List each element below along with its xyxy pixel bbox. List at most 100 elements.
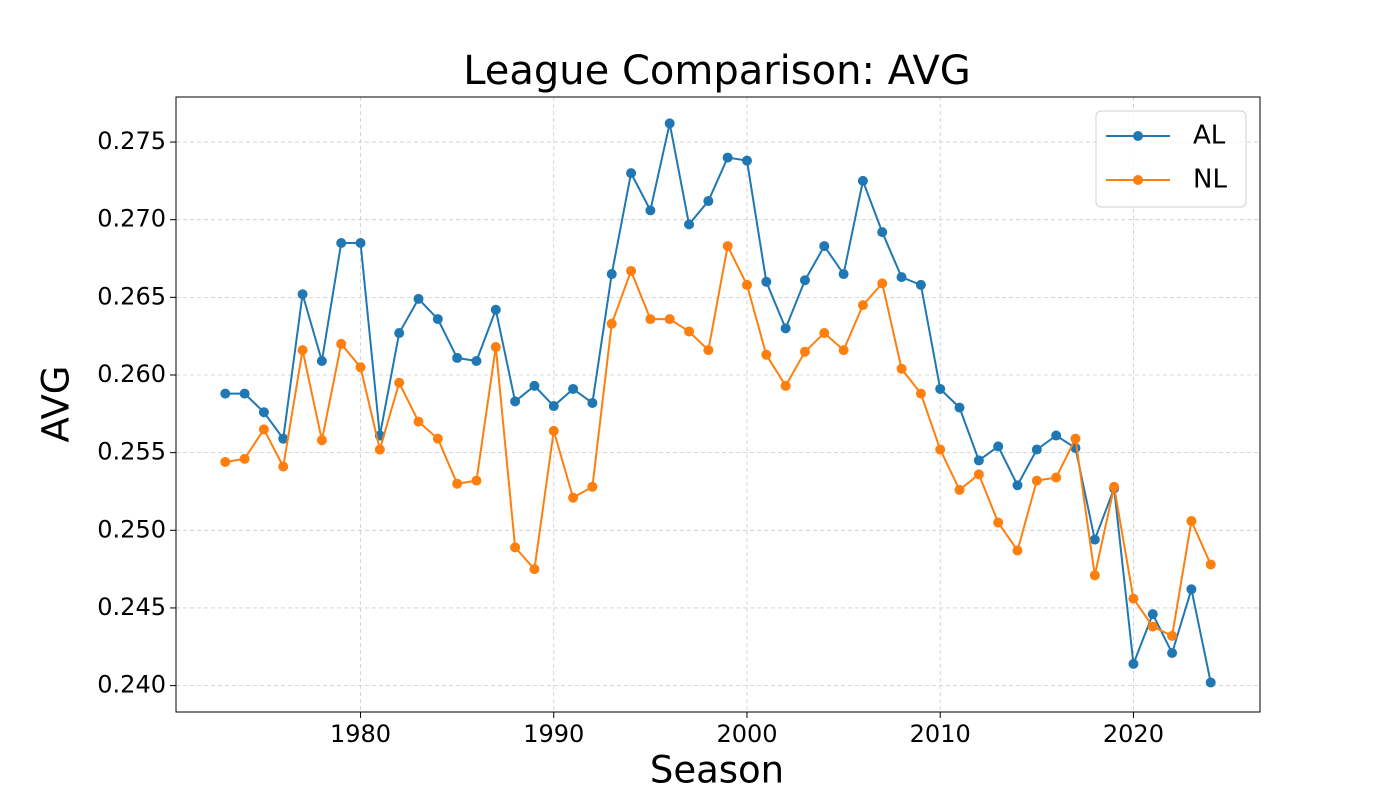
y-tick-label: 0.275 <box>97 127 166 155</box>
data-point <box>780 323 791 334</box>
legend-label: NL <box>1193 165 1227 195</box>
x-tick-label: 2020 <box>1103 720 1164 748</box>
legend: AL NL <box>1095 110 1247 208</box>
data-point <box>722 241 733 252</box>
x-tick-label: 1980 <box>330 720 391 748</box>
data-point <box>220 388 231 399</box>
y-tick-label: 0.245 <box>97 593 166 621</box>
data-point <box>664 314 675 325</box>
data-point <box>780 380 791 391</box>
data-point <box>316 435 327 446</box>
data-point <box>877 227 888 238</box>
data-point <box>935 444 946 455</box>
data-point <box>239 453 250 464</box>
chart-title: League Comparison: AVG <box>463 48 971 94</box>
data-point <box>1070 433 1081 444</box>
data-point <box>838 269 849 280</box>
data-point <box>1031 475 1042 486</box>
data-point <box>336 237 347 248</box>
series-line <box>225 242 1212 638</box>
data-point <box>568 383 579 394</box>
y-tick-label: 0.265 <box>97 282 166 310</box>
data-point <box>510 396 521 407</box>
data-point <box>703 196 714 207</box>
data-point <box>1051 472 1062 483</box>
data-point <box>1167 630 1178 641</box>
data-point <box>452 352 463 363</box>
data-point <box>1167 647 1178 658</box>
data-point <box>1186 515 1197 526</box>
axes-frame <box>175 96 1261 713</box>
data-point <box>316 356 327 367</box>
data-point <box>529 564 540 575</box>
plot-area <box>220 118 1216 688</box>
x-axis-label: Season <box>650 749 784 792</box>
data-point <box>239 388 250 399</box>
data-point <box>432 314 443 325</box>
data-point <box>278 433 289 444</box>
data-point <box>587 397 598 408</box>
data-point <box>915 279 926 290</box>
data-point <box>761 349 772 360</box>
y-tick-label: 0.270 <box>97 205 166 233</box>
data-point <box>703 345 714 356</box>
data-point <box>510 542 521 553</box>
x-tick-label: 1990 <box>523 720 584 748</box>
data-point <box>394 328 405 339</box>
data-point <box>993 517 1004 528</box>
data-point <box>799 346 810 357</box>
y-tick-label: 0.240 <box>97 671 166 699</box>
data-point <box>954 402 965 413</box>
legend-marker <box>1133 131 1143 141</box>
data-point <box>587 481 598 492</box>
data-point <box>1128 593 1139 604</box>
data-point <box>490 342 501 353</box>
data-point <box>1012 545 1023 556</box>
data-point <box>645 314 656 325</box>
data-point <box>761 276 772 287</box>
x-tick-label: 2010 <box>910 720 971 748</box>
data-point <box>1147 621 1158 632</box>
data-point <box>819 241 830 252</box>
data-point <box>413 416 424 427</box>
data-point <box>954 484 965 495</box>
data-point <box>973 469 984 480</box>
data-point <box>606 318 617 329</box>
data-point <box>355 362 366 373</box>
y-axis-label: AVG <box>35 366 78 443</box>
data-point <box>606 269 617 280</box>
data-point <box>548 401 559 412</box>
data-point <box>1128 658 1139 669</box>
data-point <box>432 433 443 444</box>
data-point <box>297 345 308 356</box>
data-point <box>722 152 733 163</box>
data-point <box>684 219 695 230</box>
data-point <box>278 461 289 472</box>
data-point <box>1012 480 1023 491</box>
data-point <box>297 289 308 300</box>
data-point <box>896 272 907 283</box>
x-tick-label: 2000 <box>716 720 777 748</box>
grid <box>176 97 1260 712</box>
data-point <box>1205 677 1216 688</box>
data-point <box>413 293 424 304</box>
data-point <box>915 388 926 399</box>
data-point <box>838 345 849 356</box>
data-point <box>877 278 888 289</box>
data-point <box>336 338 347 349</box>
data-point <box>664 118 675 129</box>
data-point <box>857 175 868 186</box>
data-point <box>626 168 637 179</box>
data-point <box>220 456 231 467</box>
data-point <box>471 475 482 486</box>
data-point <box>1205 559 1216 570</box>
data-point <box>1109 481 1120 492</box>
legend-label: AL <box>1193 121 1226 151</box>
legend-marker <box>1133 175 1143 185</box>
data-point <box>548 425 559 436</box>
y-tick-label: 0.255 <box>97 438 166 466</box>
data-point <box>799 275 810 286</box>
data-point <box>355 237 366 248</box>
data-point <box>394 377 405 388</box>
